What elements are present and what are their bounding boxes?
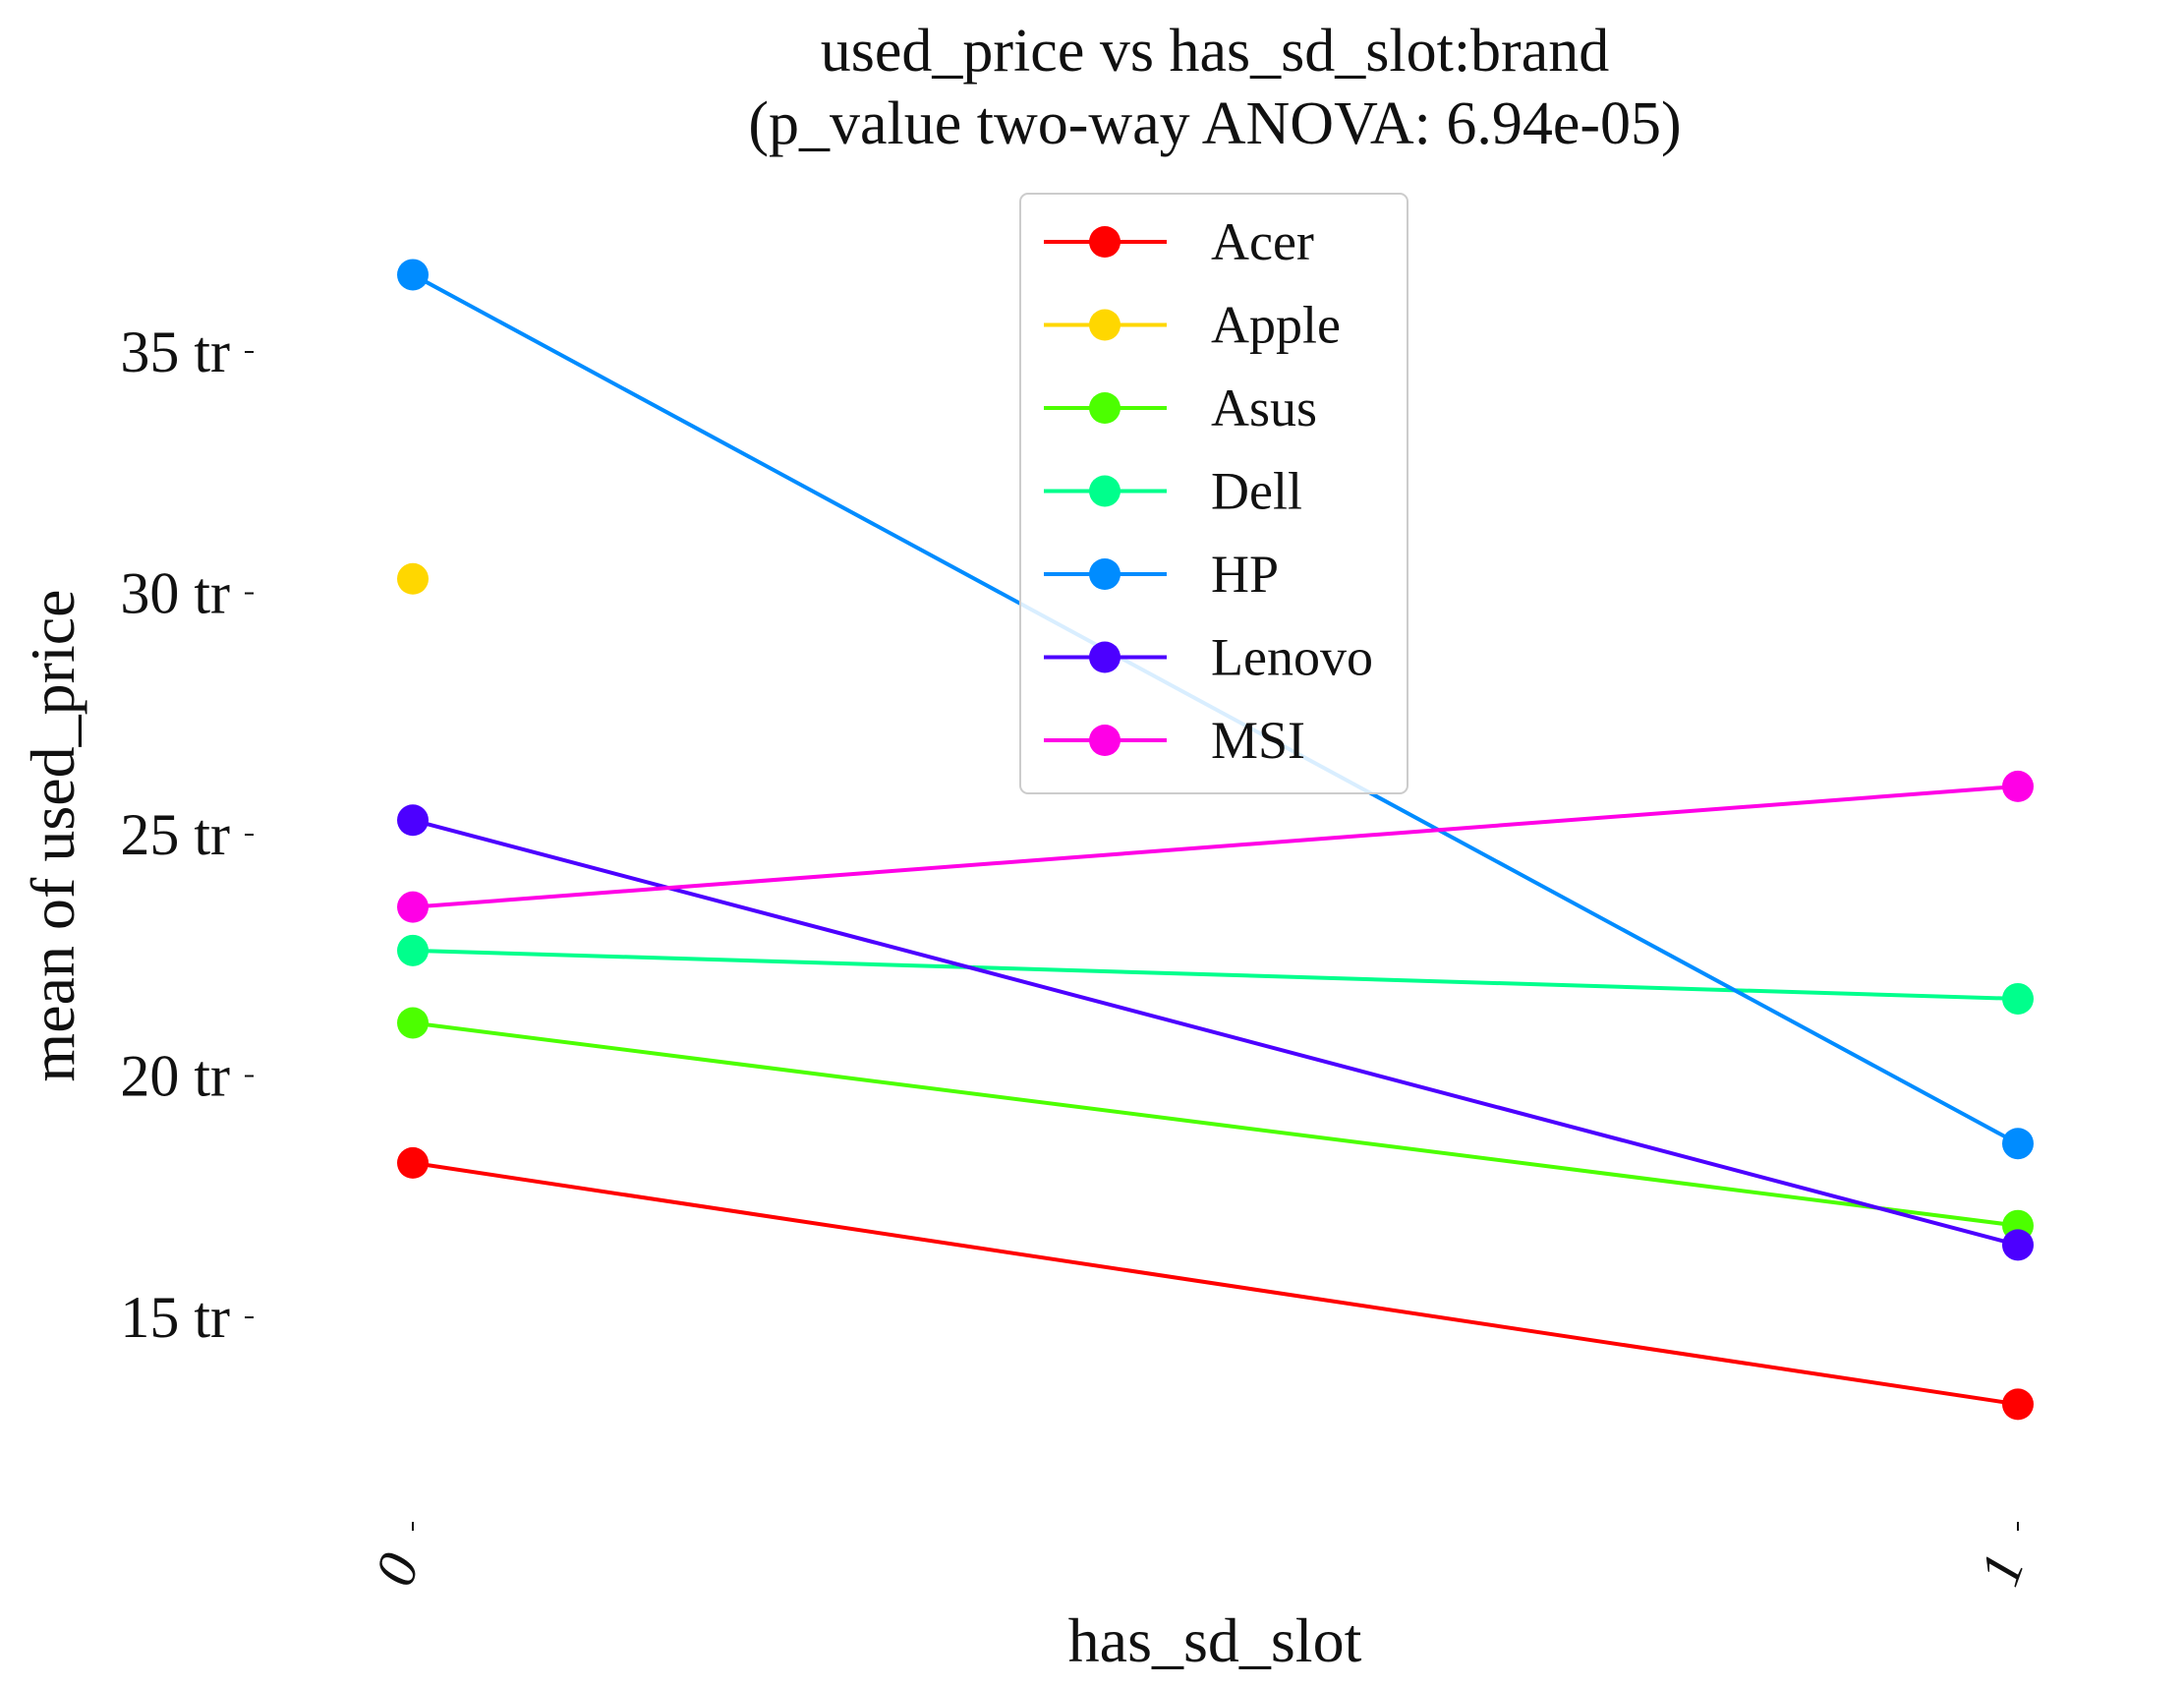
legend-marker-hp bbox=[1089, 558, 1121, 590]
legend-label-hp: HP bbox=[1211, 545, 1279, 604]
series-line-acer bbox=[412, 1160, 2019, 1407]
y-axis: 15 tr 20 tr 25 tr 30 tr 35 tr bbox=[120, 320, 254, 1350]
legend-label-msi: MSI bbox=[1211, 711, 1305, 770]
x-tick-label: 0 bbox=[362, 1545, 431, 1594]
data-point-hp bbox=[2002, 1128, 2034, 1160]
legend-label-apple: Apple bbox=[1211, 296, 1341, 355]
legend-marker-lenovo bbox=[1089, 641, 1121, 673]
y-tick-label: 20 tr bbox=[120, 1044, 230, 1109]
legend-marker-asus bbox=[1089, 392, 1121, 424]
series-line-dell bbox=[412, 948, 2019, 1001]
legend: Acer Apple Asus Dell HP Lenovo MSI bbox=[1019, 193, 1408, 794]
legend-marker-msi bbox=[1089, 725, 1121, 756]
data-point-apple bbox=[397, 562, 429, 595]
series-line-asus bbox=[412, 1020, 2019, 1228]
y-tick-label: 30 tr bbox=[120, 561, 230, 626]
legend-marker-acer bbox=[1089, 226, 1121, 258]
legend-label-acer: Acer bbox=[1211, 212, 1314, 271]
series-line-msi bbox=[412, 784, 2019, 909]
data-point-msi bbox=[397, 891, 429, 923]
legend-marker-dell bbox=[1089, 475, 1121, 507]
chart-title-line-1: used_price vs has_sd_slot:brand bbox=[821, 18, 1609, 85]
data-point-acer bbox=[2002, 1388, 2034, 1421]
plot-points bbox=[397, 259, 2034, 1421]
data-point-hp bbox=[397, 259, 429, 291]
data-point-acer bbox=[397, 1146, 429, 1179]
y-tick-label: 25 tr bbox=[120, 802, 230, 867]
data-point-lenovo bbox=[2002, 1229, 2034, 1261]
legend-label-asus: Asus bbox=[1211, 378, 1317, 437]
data-point-lenovo bbox=[397, 804, 429, 837]
x-tick-label: 1 bbox=[1967, 1545, 2037, 1594]
chart-title-line-2: (p_value two-way ANOVA: 6.94e-05) bbox=[748, 90, 1681, 157]
legend-label-dell: Dell bbox=[1211, 462, 1302, 521]
legend-label-lenovo: Lenovo bbox=[1211, 628, 1373, 687]
series-line-lenovo bbox=[412, 818, 2019, 1248]
y-tick-label: 15 tr bbox=[120, 1285, 230, 1350]
data-point-msi bbox=[2002, 770, 2034, 802]
legend-frame bbox=[1019, 193, 1408, 794]
x-axis-label: has_sd_slot bbox=[1068, 1605, 1362, 1675]
legend-marker-apple bbox=[1089, 309, 1121, 341]
data-point-dell bbox=[397, 934, 429, 966]
data-point-asus bbox=[397, 1007, 429, 1039]
plot-lines bbox=[412, 272, 2019, 1407]
y-tick-label: 35 tr bbox=[120, 320, 230, 384]
data-point-dell bbox=[2002, 982, 2034, 1015]
y-axis-label: mean of used_price bbox=[18, 589, 87, 1081]
